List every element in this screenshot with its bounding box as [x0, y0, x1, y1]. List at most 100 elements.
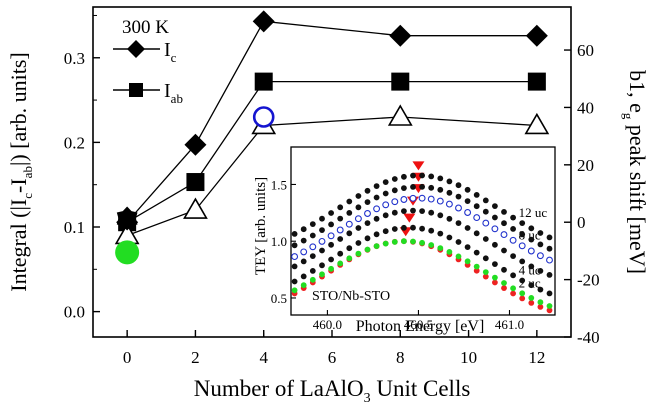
- inset-curve-2-point: [309, 268, 316, 274]
- inset-curve-6-point: [437, 175, 444, 182]
- inset-y-tick-label: 1.0: [271, 234, 287, 249]
- inset-curve-6-point: [428, 173, 435, 180]
- inset-curve-1-point: [355, 250, 362, 257]
- data-point-filled-circle: [115, 240, 140, 265]
- inset-curve-6-point: [455, 182, 462, 189]
- data-point-diamond: [184, 133, 207, 156]
- inset-curve-5-point: [537, 241, 544, 248]
- inset-curve-5-point: [492, 214, 498, 221]
- inset-curve-6-point: [391, 176, 398, 182]
- inset-curve-3-point: [410, 207, 416, 214]
- inset-curve-1-point: [337, 260, 344, 267]
- inset-curve-5-point: [510, 226, 516, 232]
- inset-curve-6-point: [501, 209, 507, 215]
- inset-curve-4-point: [527, 247, 535, 255]
- inset-curve-6-point: [410, 172, 416, 179]
- inset-curve-0-point: [537, 304, 544, 310]
- inset-curve-5-point: [410, 184, 416, 190]
- inset-curve-3-point: [482, 236, 489, 242]
- inset-curve-2-point: [528, 282, 535, 289]
- inset-peak-marker: [403, 213, 416, 223]
- inset-curve-5-point: [419, 183, 425, 190]
- legend-label-ic: Ic: [164, 39, 177, 65]
- inset-curve-2-point: [446, 234, 453, 241]
- y-left-tick-label: 0.0: [64, 303, 85, 322]
- inset-curve-3-point: [291, 263, 298, 270]
- inset-curve-2-point: [437, 230, 444, 237]
- inset-curve-3-point: [519, 258, 526, 265]
- inset-curve-1-point: [319, 271, 325, 278]
- inset-curve-6-point: [492, 203, 498, 210]
- y-left-tick-label: 0.3: [64, 49, 85, 68]
- inset-curve-5-point: [382, 190, 389, 197]
- inset-curve-4-point: [354, 215, 362, 223]
- inset-curve-5-point: [464, 198, 471, 205]
- inset-curve-1-point: [364, 246, 371, 253]
- inset-curve-2-point: [482, 255, 489, 262]
- x-tick-label: 12: [528, 348, 545, 367]
- inset-curve-6-point: [337, 204, 344, 211]
- legend-marker-square: [129, 83, 143, 97]
- inset-curve-4-point: [291, 253, 299, 261]
- inset-curve-3-point: [546, 272, 553, 278]
- y-right-tick-label: 60: [577, 41, 594, 60]
- data-point-open-triangle: [524, 112, 550, 135]
- inset-curve-4-point: [373, 205, 381, 213]
- x-tick-label: 6: [328, 348, 337, 367]
- legend-marker-diamond: [127, 40, 145, 58]
- inset-curve-0-point: [519, 295, 526, 302]
- inset-curve-5-point: [528, 236, 535, 243]
- inset-curve-5-point: [446, 189, 453, 196]
- inset-curve-3-point: [537, 268, 544, 274]
- inset-curve-2-point: [464, 244, 471, 251]
- inset-curve-1-point: [464, 258, 471, 265]
- inset-curve-6-point: [328, 210, 334, 216]
- inset-curve-1-point: [501, 280, 507, 286]
- inset-curve-4-point: [491, 225, 499, 233]
- inset-curve-6-point: [355, 193, 362, 199]
- inset-curve-6-point: [300, 226, 307, 233]
- inset-curve-4-point: [518, 242, 526, 250]
- inset-curve-3-point: [401, 208, 407, 215]
- inset-curve-0-point: [510, 290, 516, 297]
- inset-curve-2-point: [473, 249, 480, 256]
- inset-curve-2-point: [300, 273, 307, 280]
- inset-curve-1-point: [537, 299, 544, 306]
- inset-curve-2-point: [537, 286, 544, 293]
- y-axis-label-right: b1, eg peak shift [meV]: [621, 70, 647, 274]
- inset-curve-5-point: [391, 187, 398, 194]
- inset-curve-6-point: [446, 178, 453, 185]
- inset-curve-1-point: [300, 282, 307, 289]
- inset-curve-1-point: [437, 245, 444, 252]
- inset-curve-2-point: [364, 235, 371, 242]
- inset-curve-4-point: [327, 232, 335, 240]
- inset-curve-1-point: [346, 255, 353, 262]
- inset-curve-2-point: [382, 228, 389, 235]
- inset-curve-6-point: [537, 230, 544, 236]
- inset-curve-label: 8 uc: [519, 228, 541, 243]
- inset-y-axis-label: TEY [arb. units]: [253, 177, 269, 275]
- inset-curve-3-point: [382, 212, 389, 219]
- data-point-open-triangle: [387, 104, 413, 126]
- inset-curve-5-point: [364, 199, 371, 206]
- inset-curve-2-point: [510, 272, 516, 279]
- inset-curve-6-point: [319, 215, 325, 222]
- data-point-open-circle: [252, 106, 275, 128]
- inset-curve-4-point: [309, 243, 317, 251]
- y-right-tick-label: -40: [577, 328, 600, 347]
- inset-x-tick-label: 460.0: [313, 317, 342, 332]
- inset-curve-5-point: [355, 204, 362, 211]
- inset-curve-1-point: [328, 265, 334, 272]
- inset-curve-2-point: [428, 227, 435, 234]
- inset-curve-4-point: [455, 204, 462, 212]
- inset-y-tick-label: 1.5: [271, 177, 287, 192]
- inset-curve-6-point: [373, 183, 380, 190]
- inset-curve-3-point: [428, 209, 435, 216]
- inset-curve-1-point: [473, 263, 480, 270]
- inset-curve-3-point: [528, 263, 535, 270]
- inset-curve-4-point: [427, 195, 435, 203]
- inset-curve-4-point: [436, 197, 444, 205]
- inset-curve-3-point: [419, 208, 425, 215]
